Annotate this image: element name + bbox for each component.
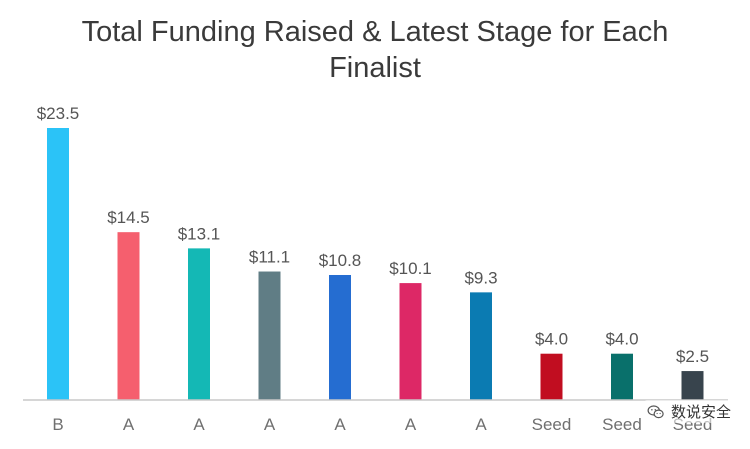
data-label-3: $13.1 <box>178 224 221 243</box>
data-label-5: $10.8 <box>319 251 362 270</box>
data-label-8: $4.0 <box>535 330 568 349</box>
x-tick-label-8: Seed <box>532 415 572 434</box>
bar-8 <box>540 353 563 400</box>
bar-3 <box>188 248 210 400</box>
data-label-1: $23.5 <box>37 104 80 123</box>
x-tick-label-6: A <box>405 415 417 434</box>
data-label-2: $14.5 <box>107 208 150 227</box>
bar-6 <box>399 283 422 400</box>
x-tick-label-5: A <box>334 415 346 434</box>
x-tick-label-4: A <box>264 415 276 434</box>
x-tick-label-2: A <box>123 415 135 434</box>
x-tick-label-3: A <box>193 415 205 434</box>
bar-9 <box>611 353 633 400</box>
bar-2 <box>117 232 140 400</box>
bar-5 <box>329 274 351 400</box>
watermark-text: 数说安全 <box>670 404 731 421</box>
bar-4 <box>258 271 281 400</box>
x-tick-label-7: A <box>475 415 487 434</box>
bar-7 <box>470 292 492 400</box>
bar-10 <box>681 371 704 400</box>
x-tick-label-9: Seed <box>602 415 642 434</box>
data-label-4: $11.1 <box>249 248 290 267</box>
data-label-9: $4.0 <box>605 330 638 349</box>
wechat-icon <box>647 404 664 418</box>
bars-group <box>47 128 704 400</box>
watermark: 数说安全 <box>643 400 734 423</box>
data-label-7: $9.3 <box>464 268 497 287</box>
chart-title: Total Funding Raised & Latest Stage for … <box>81 16 669 84</box>
data-label-6: $10.1 <box>389 259 432 278</box>
data-label-10: $2.5 <box>676 347 709 366</box>
x-tick-label-1: B <box>52 415 63 434</box>
bar-1 <box>47 128 69 400</box>
